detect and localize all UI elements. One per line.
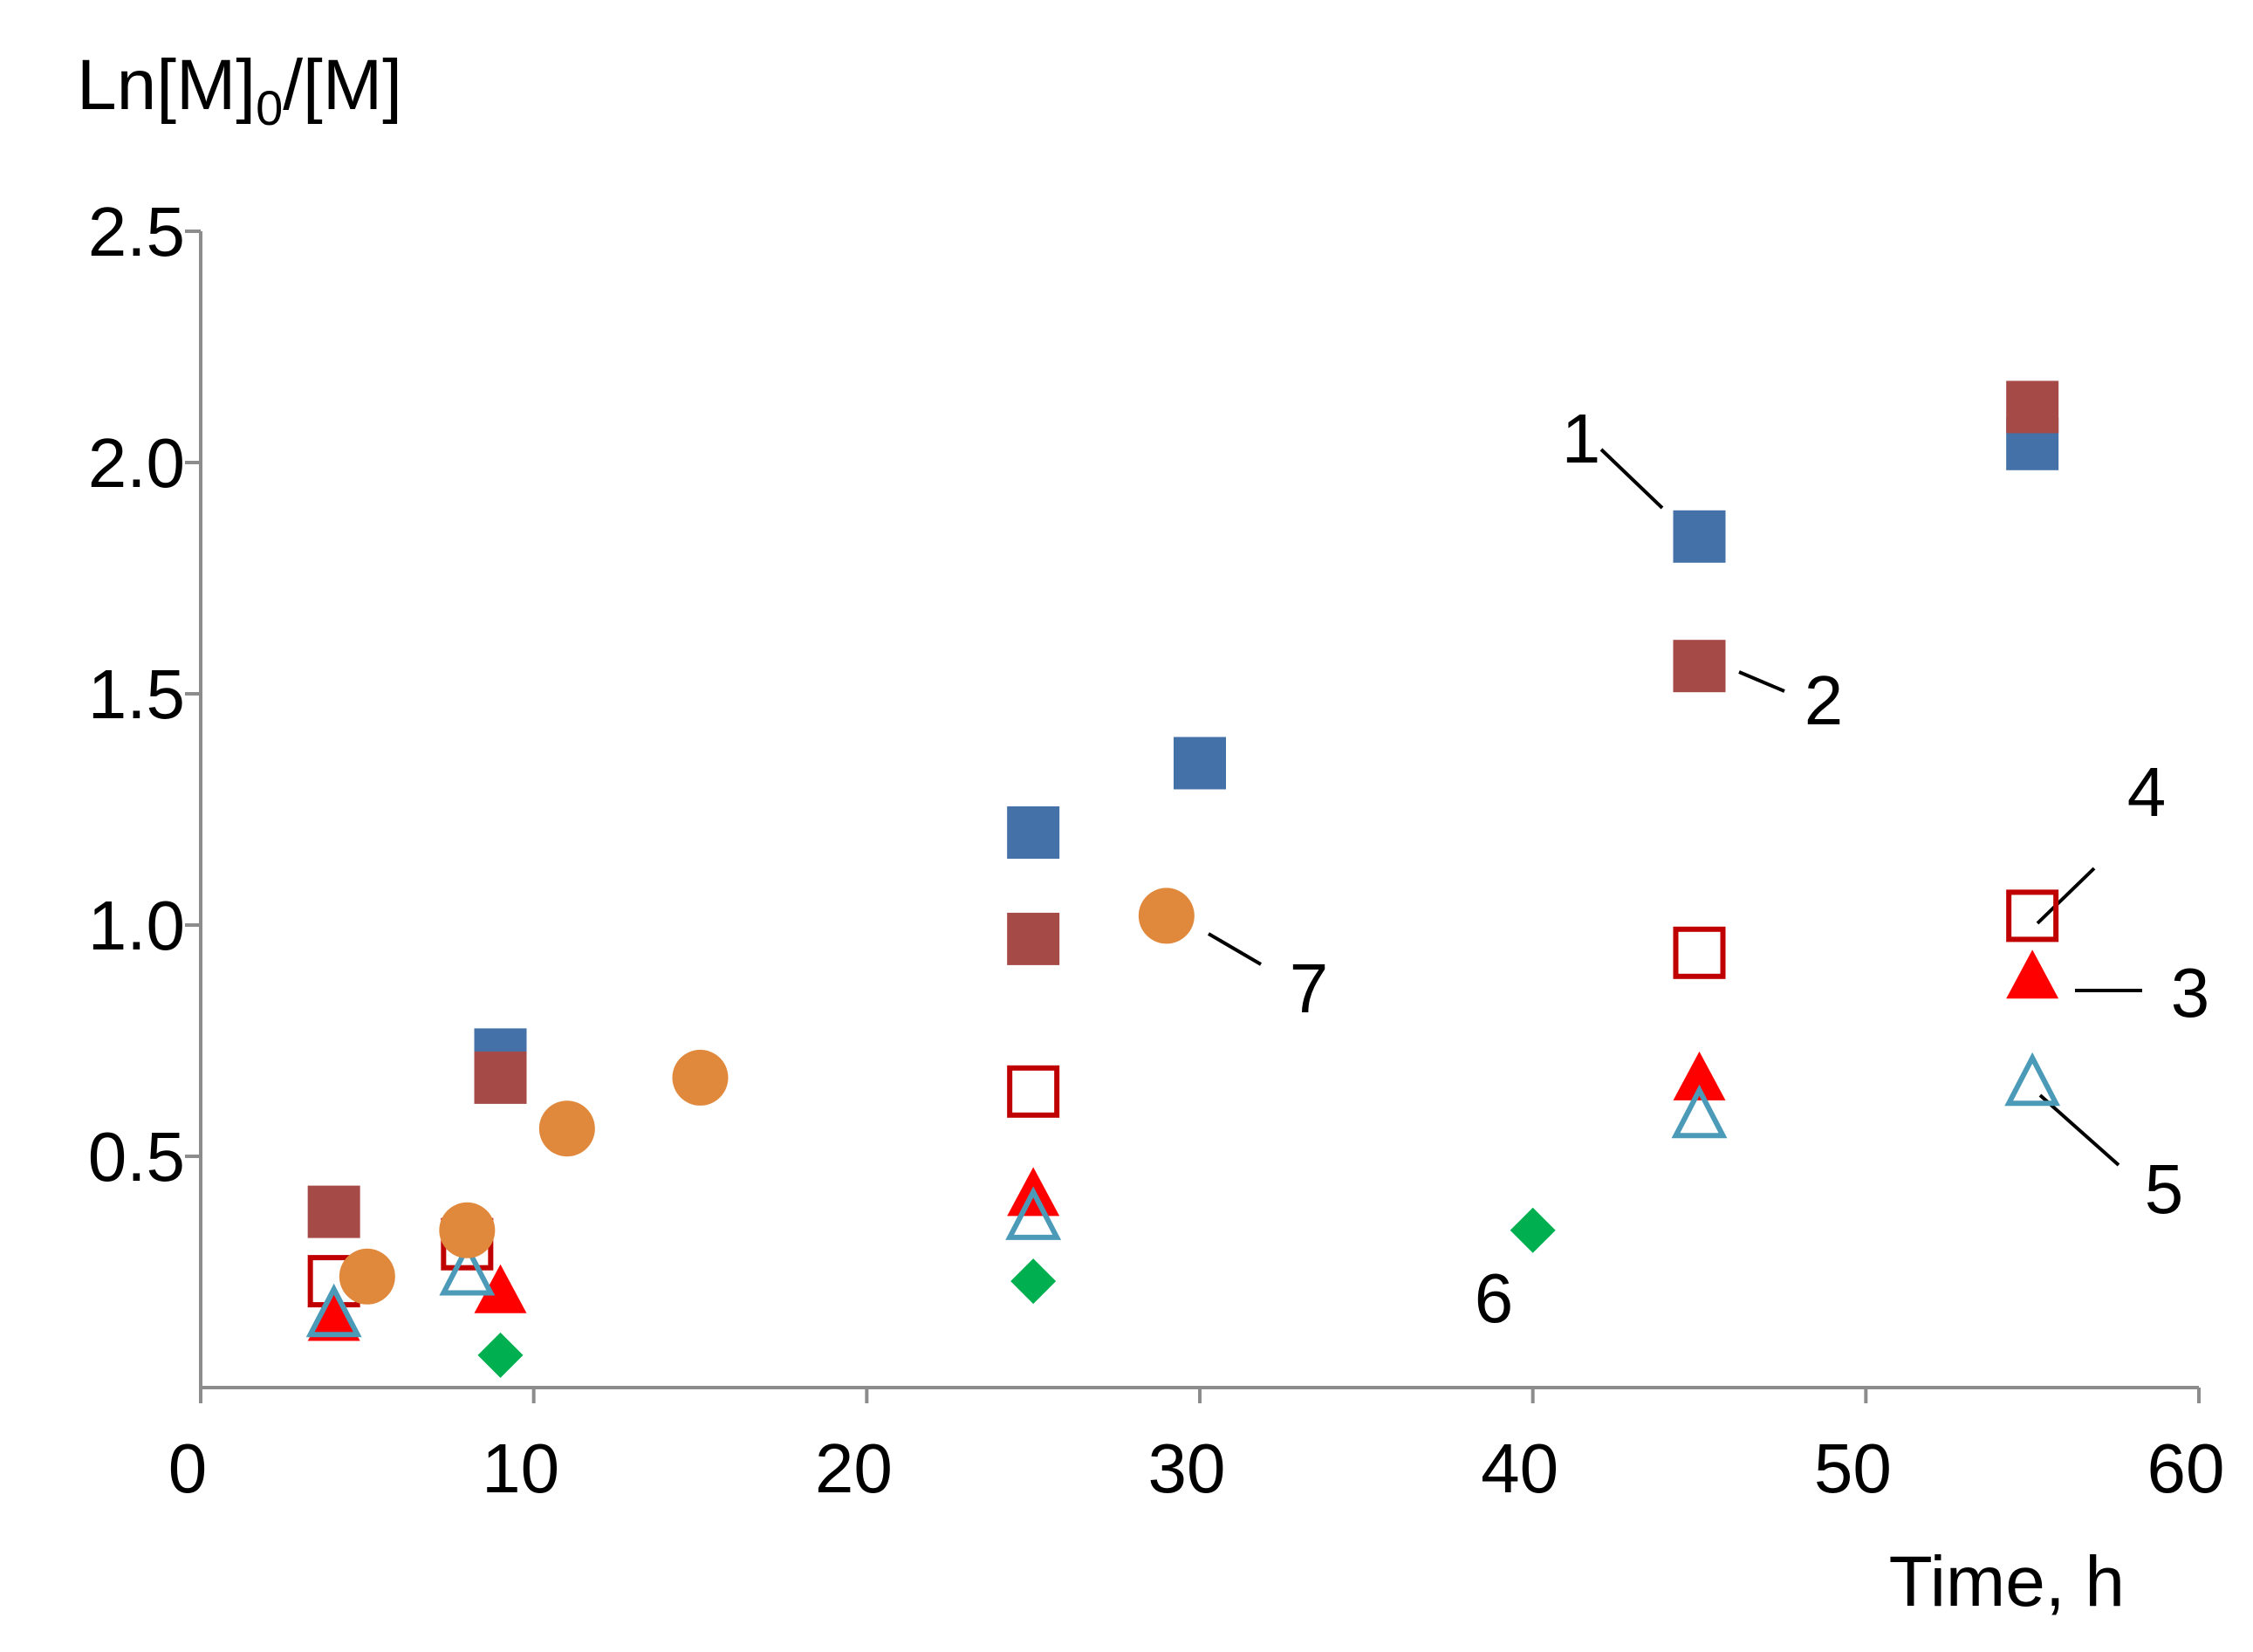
annotation-leader-5: [2038, 1093, 2120, 1167]
x-tick-label: 40: [1481, 1429, 1558, 1507]
series-3-point: [474, 1264, 527, 1313]
series-3-point: [307, 1292, 360, 1341]
annotation-label-2: 2: [1804, 661, 1844, 739]
annotation-label-5: 5: [2145, 1150, 2184, 1228]
series-5-point: [439, 1241, 496, 1296]
series-1-point: [1673, 510, 1726, 563]
series-4-point: [1673, 926, 1726, 979]
data-points: [305, 380, 2061, 1378]
y-axis-label-prefix: Ln[M]: [77, 45, 256, 125]
annotation-label-4: 4: [2127, 753, 2167, 831]
y-axis-label-suffix: /[M]: [283, 45, 402, 125]
series-7-point: [439, 1202, 496, 1258]
series-6-point: [477, 1332, 524, 1378]
tick-labels: 0 10 20 30 40 50 60 0.5 1.0 1.5 2.0 2.5: [88, 193, 2225, 1507]
series-5-point: [2004, 1052, 2061, 1107]
x-tick-label: 50: [1814, 1429, 1892, 1507]
x-tick-label: 20: [815, 1429, 893, 1507]
series-3-point: [2006, 949, 2059, 999]
series-5-point: [1005, 1186, 1062, 1240]
series-7-point: [672, 1049, 729, 1106]
series-2-point: [1673, 640, 1726, 693]
series-2-point: [474, 1051, 527, 1104]
series-4-point: [2006, 889, 2059, 943]
y-axis-label-subscript: 0: [256, 80, 283, 135]
annotation-label-1: 1: [1562, 400, 1601, 477]
axes: [199, 231, 2199, 1389]
series-2-point: [307, 1185, 360, 1238]
series-2-point: [1007, 912, 1060, 965]
series-5-point: [1671, 1084, 1728, 1139]
annotation-leader-2: [1738, 670, 1785, 693]
series-4-point: [1007, 1065, 1060, 1118]
y-tick-label: 0.5: [88, 1118, 185, 1196]
x-tick-label: 60: [2147, 1429, 2225, 1507]
y-axis-label: Ln[M]0/[M]: [77, 45, 402, 135]
series-6-point: [1010, 1258, 1057, 1305]
y-tick-label: 1.0: [88, 887, 185, 964]
series-6-point: [1510, 1207, 1556, 1253]
annotation-leader-1: [1599, 448, 1664, 510]
annotation-labels: 1 2 3 4 5 6 7: [1290, 400, 2210, 1337]
series-7-point: [538, 1100, 595, 1157]
annotation-label-7: 7: [1290, 949, 1329, 1027]
x-tick-label: 30: [1148, 1429, 1226, 1507]
series-2-point: [2006, 380, 2059, 434]
series-1-point: [1174, 737, 1226, 790]
y-tick-label: 1.5: [88, 655, 185, 733]
x-axis-label: Time, h: [1889, 1542, 2125, 1621]
annotation-label-6: 6: [1475, 1259, 1514, 1337]
x-tick-label: 10: [482, 1429, 559, 1507]
series-3-point: [1673, 1051, 1726, 1100]
series-5-point: [305, 1283, 362, 1338]
annotation-leader-7: [1207, 932, 1263, 966]
annotation-leader-4: [2036, 867, 2096, 925]
y-tick-label: 2.0: [88, 424, 185, 502]
series-7-point: [1138, 888, 1195, 944]
annotation-leaders: [1207, 448, 2142, 1167]
y-tick-label: 2.5: [88, 193, 185, 271]
series-7-point: [339, 1248, 395, 1305]
series-1-point: [1007, 806, 1060, 859]
annotation-label-3: 3: [2171, 954, 2210, 1032]
x-tick-label: 0: [168, 1429, 208, 1507]
